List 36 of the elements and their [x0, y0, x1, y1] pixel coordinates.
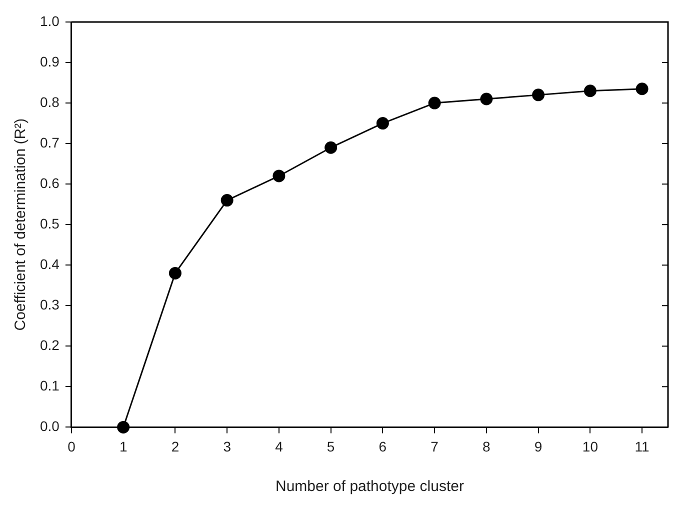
- y-tick-label: 0.3: [40, 296, 60, 312]
- x-tick-label: 11: [634, 438, 650, 454]
- x-tick-label: 4: [275, 438, 284, 454]
- y-tick-label: 0.7: [40, 134, 60, 150]
- y-tick-label: 0.8: [40, 94, 60, 110]
- point: [532, 88, 545, 102]
- x-tick-label: 1: [119, 438, 128, 454]
- x-tick-label: 10: [582, 438, 598, 454]
- y-tick-label: 0.5: [40, 215, 60, 232]
- point: [428, 96, 441, 110]
- x-tick-label: 3: [223, 438, 232, 454]
- y-tick-label: 0.6: [40, 174, 60, 191]
- y-axis-title: Coefficient of determination (R²): [12, 118, 30, 331]
- x-tick-label: 8: [482, 438, 491, 454]
- x-tick-label: 9: [534, 438, 542, 454]
- y-tick-label: 1.0: [40, 12, 60, 29]
- x-tick-label: 7: [430, 438, 439, 454]
- point: [168, 266, 182, 280]
- y-tick-label: 0.2: [40, 337, 60, 354]
- point: [220, 194, 234, 207]
- point: [376, 117, 389, 130]
- point: [117, 420, 130, 434]
- point: [584, 84, 596, 98]
- x-tick-label: 5: [326, 438, 335, 454]
- x-tick-label: 6: [378, 438, 387, 454]
- x-tick-label: 0: [68, 438, 76, 454]
- y-tick-label: 0.9: [40, 53, 60, 70]
- point: [324, 141, 338, 154]
- point: [272, 170, 286, 182]
- x-axis-title: Number of pathotype cluster: [276, 478, 464, 496]
- y-tick-label: 0.4: [40, 256, 60, 272]
- x-tick-label: 2: [171, 438, 180, 454]
- y-tick-label: 0.0: [40, 418, 60, 434]
- y-tick-label: 0.1: [40, 378, 60, 394]
- point: [636, 82, 648, 96]
- point: [480, 92, 493, 106]
